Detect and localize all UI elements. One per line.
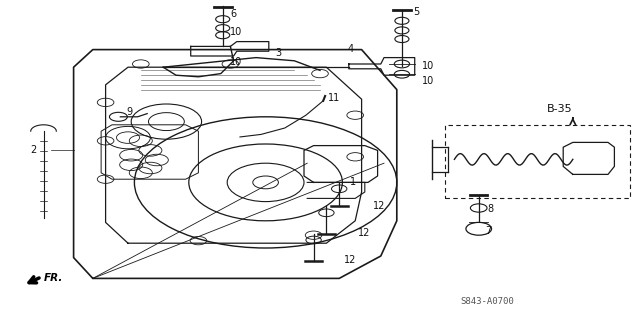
Text: 8: 8 <box>488 204 494 214</box>
Text: 12: 12 <box>358 228 371 238</box>
Text: 3: 3 <box>275 48 282 58</box>
Text: 6: 6 <box>230 9 237 20</box>
Text: 7: 7 <box>485 226 492 236</box>
Text: 11: 11 <box>328 93 340 103</box>
Text: B-35: B-35 <box>547 104 573 114</box>
Bar <box>445 125 630 198</box>
Text: 10: 10 <box>422 76 435 86</box>
Text: 1: 1 <box>350 177 356 187</box>
Text: 4: 4 <box>348 44 354 54</box>
Text: 2: 2 <box>31 145 37 156</box>
Text: 12: 12 <box>372 201 385 212</box>
Text: FR.: FR. <box>44 273 63 284</box>
Text: 10: 10 <box>230 27 243 37</box>
Text: 12: 12 <box>344 255 356 265</box>
Text: 9: 9 <box>127 107 133 117</box>
Text: 5: 5 <box>413 7 419 17</box>
Text: S843-A0700: S843-A0700 <box>461 297 515 306</box>
Text: 10: 10 <box>230 57 243 68</box>
Text: 10: 10 <box>422 61 435 71</box>
